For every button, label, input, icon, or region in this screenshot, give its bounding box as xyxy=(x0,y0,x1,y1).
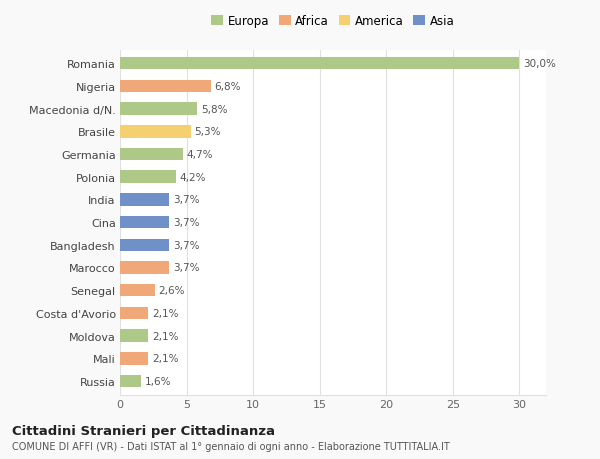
Text: 5,3%: 5,3% xyxy=(194,127,221,137)
Text: 3,7%: 3,7% xyxy=(173,240,200,250)
Text: 1,6%: 1,6% xyxy=(145,376,172,386)
Text: 4,2%: 4,2% xyxy=(180,172,206,182)
Bar xyxy=(120,171,176,184)
Text: 2,1%: 2,1% xyxy=(152,331,178,341)
Bar xyxy=(120,307,148,319)
Bar xyxy=(120,352,148,365)
Bar xyxy=(120,216,169,229)
Text: 6,8%: 6,8% xyxy=(215,82,241,92)
Bar xyxy=(120,148,182,161)
Text: Cittadini Stranieri per Cittadinanza: Cittadini Stranieri per Cittadinanza xyxy=(12,424,275,437)
Bar xyxy=(120,103,197,116)
Text: 30,0%: 30,0% xyxy=(523,59,556,69)
Text: 3,7%: 3,7% xyxy=(173,218,200,228)
Text: 3,7%: 3,7% xyxy=(173,263,200,273)
Legend: Europa, Africa, America, Asia: Europa, Africa, America, Asia xyxy=(208,11,458,32)
Text: 3,7%: 3,7% xyxy=(173,195,200,205)
Bar xyxy=(120,58,520,70)
Text: 4,7%: 4,7% xyxy=(187,150,213,160)
Text: 2,6%: 2,6% xyxy=(158,285,185,296)
Text: COMUNE DI AFFI (VR) - Dati ISTAT al 1° gennaio di ogni anno - Elaborazione TUTTI: COMUNE DI AFFI (VR) - Dati ISTAT al 1° g… xyxy=(12,441,450,451)
Bar xyxy=(120,80,211,93)
Bar xyxy=(120,330,148,342)
Bar xyxy=(120,126,191,138)
Text: 2,1%: 2,1% xyxy=(152,353,178,364)
Text: 2,1%: 2,1% xyxy=(152,308,178,318)
Bar xyxy=(120,194,169,206)
Bar xyxy=(120,284,155,297)
Bar xyxy=(120,239,169,252)
Text: 5,8%: 5,8% xyxy=(201,104,228,114)
Bar xyxy=(120,375,142,387)
Bar xyxy=(120,262,169,274)
